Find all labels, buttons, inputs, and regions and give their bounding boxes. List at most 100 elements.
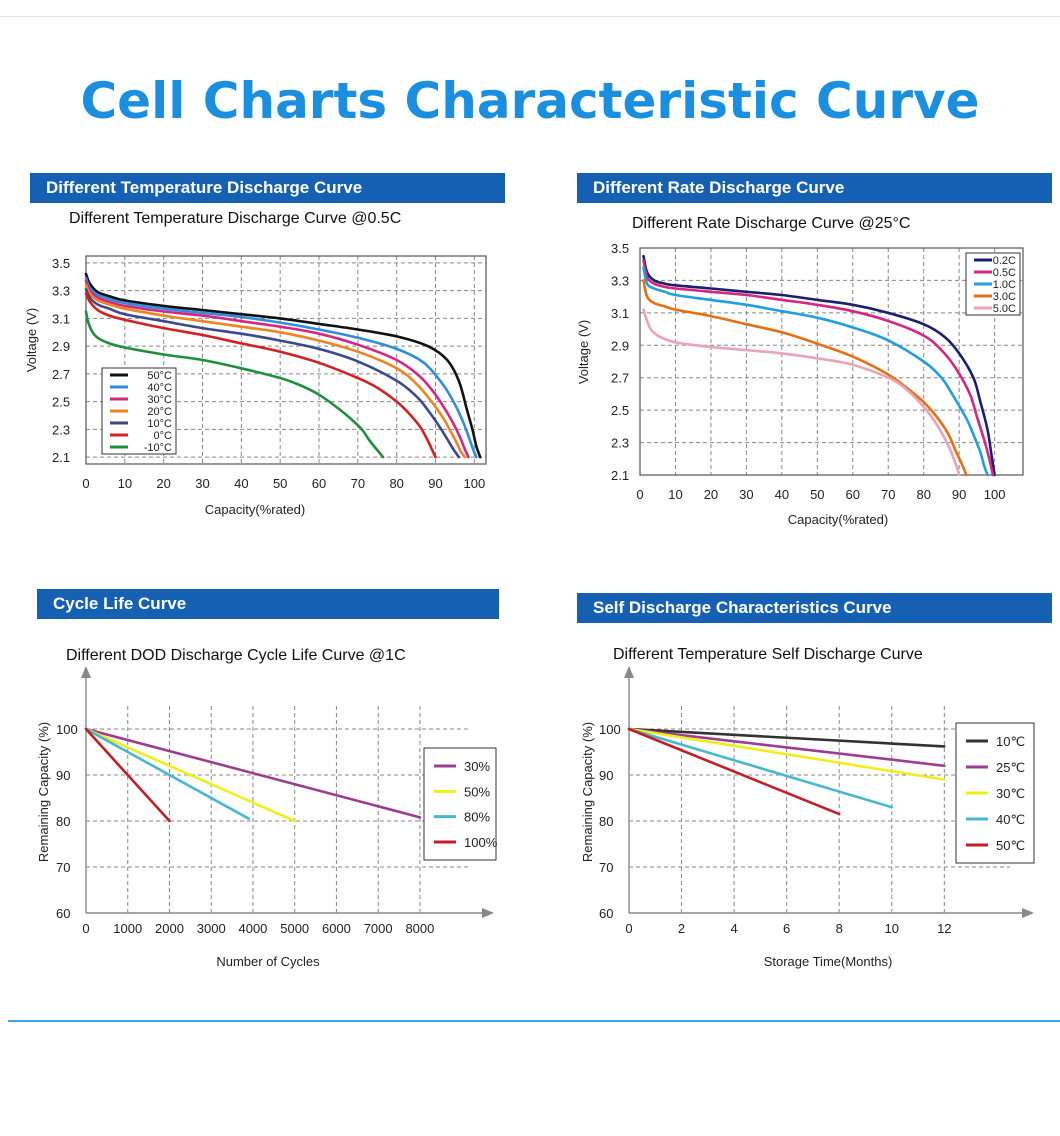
y-axis-arrow xyxy=(624,666,634,678)
legend-label: 1.0C xyxy=(993,279,1016,291)
y-tick-label: 3.3 xyxy=(611,273,629,288)
x-tick-label: 30 xyxy=(195,476,209,491)
bottom-divider xyxy=(8,1020,1060,1022)
x-tick-label: 12 xyxy=(937,921,951,936)
series-line xyxy=(84,283,466,459)
x-axis-arrow xyxy=(482,908,494,918)
x-tick-label: 90 xyxy=(428,476,442,491)
series-line xyxy=(84,272,482,459)
y-tick-label: 2.7 xyxy=(52,367,70,382)
y-tick-label: 2.9 xyxy=(52,339,70,354)
x-tick-label: 0 xyxy=(636,487,643,502)
chart-1: Different Rate Discharge Curve @25°C 0 10 2… xyxy=(576,215,1024,527)
x-tick-label: 50 xyxy=(273,476,287,491)
y-tick-label: 2.1 xyxy=(52,450,70,465)
x-axis-label: Number of Cycles xyxy=(216,954,320,969)
chart-0: Different Temperature Discharge Curve @0… xyxy=(24,210,487,517)
series-line xyxy=(627,727,946,781)
legend-label: -10°C xyxy=(144,442,172,454)
plot-frame xyxy=(639,247,1024,476)
series-line xyxy=(84,292,437,459)
legend-label: 40℃ xyxy=(996,812,1025,827)
x-tick-label: 50 xyxy=(810,487,824,502)
legend-label: 40°C xyxy=(147,382,172,394)
legend-label: 30°C xyxy=(147,394,172,406)
x-tick-label: 0 xyxy=(625,921,632,936)
y-tick-label: 2.9 xyxy=(611,338,629,353)
top-divider xyxy=(0,16,1060,17)
banner-rate-discharge: Different Rate Discharge Curve xyxy=(577,173,1052,203)
legend-label: 25℃ xyxy=(996,760,1025,775)
series-line xyxy=(627,727,841,816)
x-axis-arrow xyxy=(1022,908,1034,918)
y-tick-label: 100 xyxy=(56,722,78,737)
y-tick-label: 60 xyxy=(599,906,613,921)
x-tick-label: 6 xyxy=(783,921,790,936)
banner-temperature-discharge: Different Temperature Discharge Curve xyxy=(30,173,505,203)
series-line xyxy=(84,727,251,820)
x-axis-label: Storage Time(Months) xyxy=(764,954,893,969)
legend-label: 50°C xyxy=(147,370,172,382)
x-tick-label: 8000 xyxy=(405,921,434,936)
y-tick-label: 2.5 xyxy=(611,403,629,418)
x-tick-label: 8 xyxy=(836,921,843,936)
y-tick-label: 3.5 xyxy=(611,241,629,256)
x-tick-label: 2 xyxy=(678,921,685,936)
x-tick-label: 1000 xyxy=(113,921,142,936)
x-tick-label: 10 xyxy=(668,487,682,502)
y-tick-label: 3.3 xyxy=(52,284,70,299)
y-tick-label: 90 xyxy=(56,768,70,783)
chart-title: Different DOD Discharge Cycle Life Curve… xyxy=(66,647,406,664)
x-tick-label: 60 xyxy=(312,476,326,491)
y-axis-arrow xyxy=(81,666,91,678)
chart-title: Different Temperature Discharge Curve @0… xyxy=(69,210,401,227)
x-axis-label: Capacity(%rated) xyxy=(788,512,888,527)
x-tick-label: 0 xyxy=(82,921,89,936)
x-tick-label: 30 xyxy=(739,487,753,502)
chart-3: Different Temperature Self Discharge Cur… xyxy=(580,646,1035,969)
y-tick-label: 2.3 xyxy=(52,422,70,437)
x-tick-label: 6000 xyxy=(322,921,351,936)
series-line xyxy=(642,266,989,477)
x-tick-label: 80 xyxy=(916,487,930,502)
series-line xyxy=(642,279,968,477)
y-axis-label: Remaining Capacity (%) xyxy=(36,722,51,862)
legend-label: 5.0C xyxy=(993,303,1016,315)
legend-label: 20°C xyxy=(147,406,172,418)
series-line xyxy=(627,727,894,809)
y-tick-label: 3.1 xyxy=(52,311,70,326)
legend-label: 0.5C xyxy=(993,267,1016,279)
series-line xyxy=(84,727,171,823)
y-tick-label: 70 xyxy=(56,860,70,875)
series-line xyxy=(84,727,422,819)
x-tick-label: 20 xyxy=(156,476,170,491)
x-tick-label: 4000 xyxy=(238,921,267,936)
legend-label: 50℃ xyxy=(996,838,1025,853)
chart-title: Different Temperature Self Discharge Cur… xyxy=(613,646,923,663)
x-tick-label: 40 xyxy=(775,487,789,502)
series-line xyxy=(84,276,478,459)
x-tick-label: 80 xyxy=(389,476,403,491)
legend-label: 0.2C xyxy=(993,255,1016,267)
legend-label: 3.0C xyxy=(993,291,1016,303)
x-tick-label: 60 xyxy=(846,487,860,502)
x-tick-label: 10 xyxy=(885,921,899,936)
x-tick-label: 20 xyxy=(704,487,718,502)
x-tick-label: 0 xyxy=(82,476,89,491)
x-tick-label: 40 xyxy=(234,476,248,491)
y-tick-label: 2.3 xyxy=(611,436,629,451)
chart-title: Different Rate Discharge Curve @25°C xyxy=(632,215,910,232)
y-tick-label: 2.5 xyxy=(52,395,70,410)
x-axis-label: Capacity(%rated) xyxy=(205,502,305,517)
y-tick-label: 60 xyxy=(56,906,70,921)
legend-label: 10℃ xyxy=(996,734,1025,749)
legend-label: 30% xyxy=(464,759,490,774)
y-axis-label: Voltage (V) xyxy=(24,308,39,372)
legend-label: 50% xyxy=(464,784,490,799)
series-line xyxy=(627,727,946,768)
y-tick-label: 2.1 xyxy=(611,468,629,483)
x-tick-label: 10 xyxy=(118,476,132,491)
banner-self-discharge: Self Discharge Characteristics Curve xyxy=(577,593,1052,623)
y-tick-label: 80 xyxy=(599,814,613,829)
